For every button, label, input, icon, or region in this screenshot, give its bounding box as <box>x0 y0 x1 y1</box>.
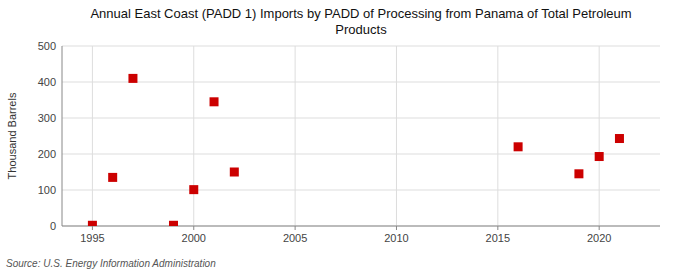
x-tick-label: 2000 <box>182 232 206 244</box>
x-tick-label: 2010 <box>384 232 408 244</box>
point <box>169 221 178 226</box>
point <box>189 185 198 194</box>
y-grid-line <box>62 190 660 191</box>
y-axis-line <box>62 46 63 226</box>
x-tick-mark <box>295 226 296 230</box>
chart-svg: Annual East Coast (PADD 1) Imports by PA… <box>0 0 675 275</box>
x-grid-line <box>497 46 498 226</box>
grid <box>62 46 660 226</box>
y-tick-label: 300 <box>38 112 56 124</box>
x-grid-line <box>193 46 194 226</box>
x-axis-line <box>62 226 660 227</box>
x-tick-mark <box>92 226 93 230</box>
y-grid-line <box>62 226 660 227</box>
y-tick-label: 400 <box>38 76 56 88</box>
y-tick-label: 0 <box>50 220 56 232</box>
x-tick-label: 2015 <box>486 232 510 244</box>
y-grid-line <box>62 46 660 47</box>
point <box>574 169 583 178</box>
point <box>615 134 624 143</box>
point <box>514 142 523 151</box>
y-tick-label: 200 <box>38 148 56 160</box>
source-note: Source: U.S. Energy Information Administ… <box>6 258 216 269</box>
x-tick-mark <box>599 226 600 230</box>
x-tick-label: 2005 <box>283 232 307 244</box>
x-grid-line <box>295 46 296 226</box>
title-line: Products <box>335 22 387 37</box>
x-tick-mark <box>497 226 498 230</box>
y-grid-line <box>62 154 660 155</box>
y-tick-label: 100 <box>38 184 56 196</box>
x-tick-label: 2020 <box>587 232 611 244</box>
x-tick-mark <box>193 226 194 230</box>
y-grid-line <box>62 82 660 83</box>
y-tick-label: 500 <box>38 40 56 52</box>
chart-container: Annual East Coast (PADD 1) Imports by PA… <box>0 0 675 275</box>
point <box>108 173 117 182</box>
x-grid-line <box>92 46 93 226</box>
point <box>595 152 604 161</box>
x-grid-line <box>396 46 397 226</box>
y-axis-label: Thousand Barrels <box>6 92 18 179</box>
point <box>210 97 219 106</box>
x-tick-mark <box>396 226 397 230</box>
x-tick-label: 1995 <box>80 232 104 244</box>
y-grid-line <box>62 118 660 119</box>
title-line: Annual East Coast (PADD 1) Imports by PA… <box>90 6 631 21</box>
point <box>128 74 137 83</box>
point <box>230 168 239 177</box>
points <box>88 74 624 226</box>
point <box>88 221 97 226</box>
x-grid-line <box>599 46 600 226</box>
title: Annual East Coast (PADD 1) Imports by PA… <box>90 6 631 37</box>
